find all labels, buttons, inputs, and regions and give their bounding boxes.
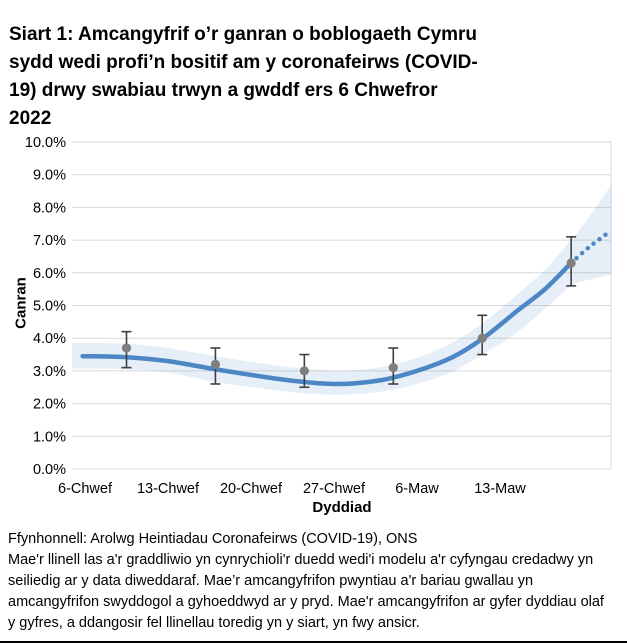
x-tick-label: 13-Maw [474,481,526,497]
y-tick-label: 8.0% [33,200,66,216]
y-tick-label: 3.0% [33,364,66,380]
y-tick-label: 1.0% [33,429,66,445]
x-axis-title: Dyddiad [312,499,372,516]
x-tick-label: 20-Chwef [220,481,283,497]
page-title-line: Siart 1: Amcangyfrif o’r ganran o boblog… [9,23,478,45]
page-title-line: sydd wedi profi’n bositif am y coronafei… [9,51,478,73]
chart-area: 0.0% 1.0% 2.0% 3.0% 4.0% 5.0% 6.0% 7.0% 8.0% 9.0%… [0,128,627,518]
page-title-line: 19) drwy swabiau trwyn a gwddf ers 6 Chw… [9,79,438,101]
chart-footnotes: Ffynhonnell: Arolwg Heintiadau Coronafei… [8,529,613,634]
y-tick-label: 9.0% [33,168,66,184]
data-point [121,343,132,353]
data-point [477,333,487,343]
y-tick-label: 4.0% [33,331,66,347]
y-tick-label: 0.0% [33,462,66,478]
y-tick-label: 5.0% [33,299,66,315]
source-note: Ffynhonnell: Arolwg Heintiadau Coronafei… [8,531,418,547]
trend-line [80,260,574,387]
chart-note: Mae'r llinell las a'r graddliwio yn cynr… [8,552,604,631]
data-point [210,359,221,369]
y-tick-label: 6.0% [33,266,66,282]
x-tick-label: 6-Chwef [58,481,113,497]
chart-canvas: 0.0% 1.0% 2.0% 3.0% 4.0% 5.0% 6.0% 7.0% 8.0% 9.0%… [25,135,612,497]
x-tick-label: 13-Chwef [137,481,200,497]
x-tick-label: 6-Maw [395,481,439,497]
y-tick-label: 2.0% [33,397,66,413]
data-point [566,258,576,268]
data-point [388,363,398,373]
y-tick-label: 7.0% [33,233,66,249]
y-axis-title: Canran [12,277,30,329]
x-tick-label: 27-Chwef [303,481,366,497]
page-title-line: 2022 [9,107,52,129]
bottom-divider [0,641,627,643]
page-title: Siart 1: Amcangyfrif o’r ganran o boblog… [9,21,478,133]
trend-line-dotted [568,230,611,266]
data-point [299,366,309,376]
y-tick-label: 10.0% [25,135,66,151]
confidence-band [72,184,612,395]
